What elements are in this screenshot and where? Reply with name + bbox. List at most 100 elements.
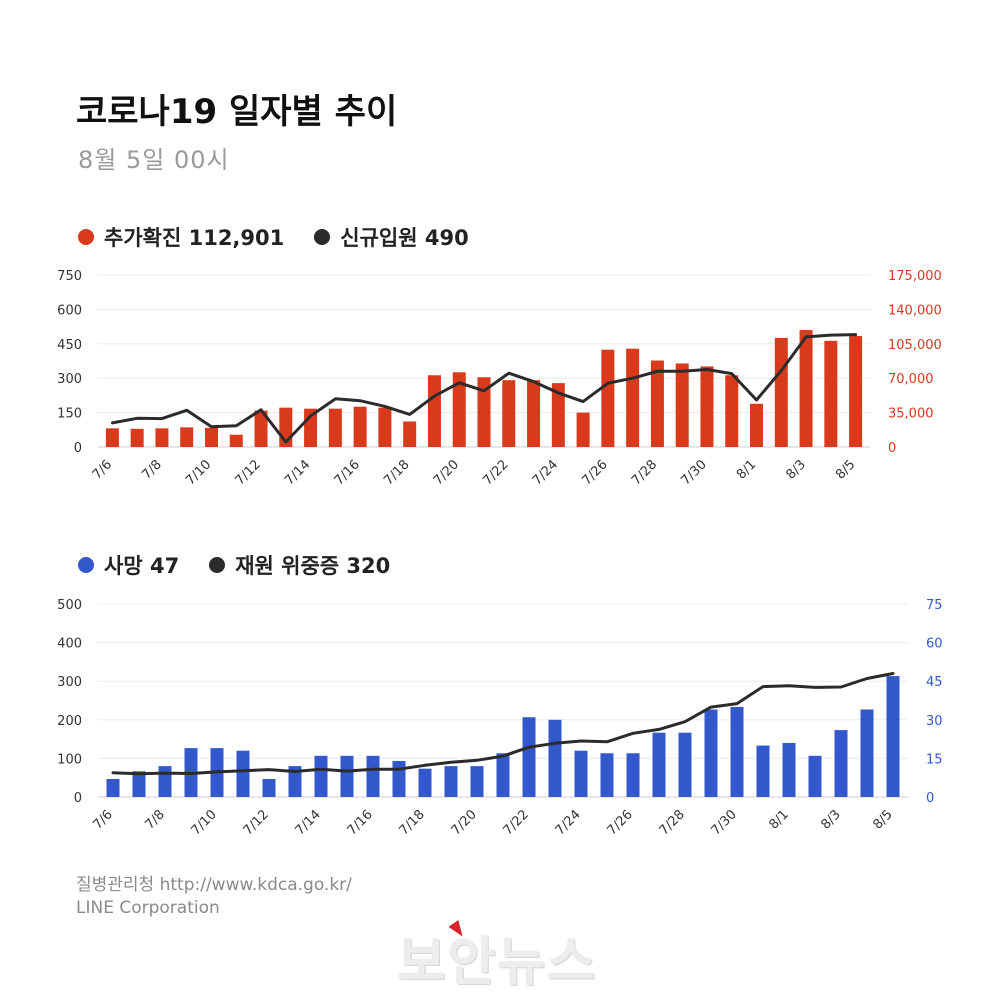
y-left-tick-label: 600 [57, 303, 82, 318]
bar-사망 [782, 742, 796, 797]
x-tick-label: 7/24 [553, 807, 584, 838]
bar-사망 [314, 755, 328, 797]
legend-dot-deaths [78, 557, 94, 573]
y-right-tick-label: 45 [926, 675, 943, 690]
y-left-tick-label: 400 [57, 637, 82, 652]
y-left-tick-label: 150 [57, 407, 82, 422]
bar-추가확진 [675, 363, 689, 447]
legend-label-hospitalized: 신규입원 490 [340, 226, 469, 250]
x-tick-label: 8/3 [783, 457, 808, 482]
x-tick-label: 8/1 [734, 457, 759, 482]
bar-사망 [262, 778, 276, 797]
x-tick-label: 7/28 [657, 807, 688, 838]
bar-사망 [756, 745, 770, 797]
x-tick-label: 7/8 [139, 457, 164, 482]
x-tick-label: 8/3 [818, 807, 843, 832]
bar-추가확진 [576, 412, 590, 447]
bar-추가확진 [502, 380, 516, 447]
bar-사망 [444, 766, 458, 797]
bar-사망 [600, 753, 614, 797]
bar-사망 [574, 750, 588, 797]
bar-추가확진 [403, 421, 417, 447]
y-right-tick-label: 105,000 [888, 338, 942, 353]
bar-추가확진 [725, 375, 739, 447]
watermark: 보안뉴스 [398, 933, 598, 993]
bar-추가확진 [626, 348, 640, 447]
bar-사망 [834, 730, 848, 797]
bar-사망 [158, 766, 172, 797]
y-left-tick-label: 0 [74, 791, 82, 806]
bar-추가확진 [180, 427, 194, 447]
x-tick-label: 7/14 [282, 457, 313, 488]
bar-사망 [522, 717, 536, 797]
y-right-tick-label: 35,000 [888, 407, 934, 422]
y-right-tick-label: 60 [926, 637, 943, 652]
x-tick-label: 8/5 [833, 457, 858, 482]
bar-사망 [340, 755, 354, 797]
x-tick-label: 7/26 [605, 807, 636, 838]
footer-source: 질병관리청 http://www.kdca.go.kr/ [76, 875, 352, 895]
bar-사망 [808, 755, 822, 797]
x-tick-label: 7/20 [431, 457, 462, 488]
bar-추가확진 [477, 377, 491, 447]
legend-label-confirmed: 추가확진 112,901 [104, 226, 285, 250]
bar-추가확진 [378, 407, 392, 447]
bar-추가확진 [824, 340, 838, 447]
legend-bottom: 사망 47 재원 위중증 320 [78, 550, 390, 580]
bar-추가확진 [849, 336, 863, 447]
footer-company: LINE Corporation [76, 898, 220, 918]
y-left-tick-label: 200 [57, 714, 82, 729]
legend-dot-hospitalized [314, 229, 331, 245]
x-tick-label: 7/8 [142, 807, 167, 832]
y-left-tick-label: 300 [57, 675, 82, 690]
bar-추가확진 [105, 428, 119, 447]
x-tick-label: 8/1 [766, 807, 791, 832]
bar-사망 [392, 760, 406, 797]
bar-추가확진 [155, 428, 169, 447]
bar-사망 [860, 709, 874, 797]
page-title: 코로나19 일자별 추이 [76, 92, 398, 132]
x-tick-label: 7/18 [397, 807, 428, 838]
x-tick-label: 8/5 [870, 807, 895, 832]
x-tick-label: 7/26 [579, 457, 610, 488]
x-tick-label: 7/30 [679, 457, 710, 488]
bar-사망 [626, 753, 640, 797]
legend-top: 추가확진 112,901 신규입원 490 [78, 222, 469, 252]
x-tick-label: 7/16 [332, 457, 363, 488]
legend-dot-confirmed [78, 229, 94, 245]
bar-사망 [886, 676, 900, 797]
bar-추가확진 [601, 349, 615, 447]
bar-사망 [366, 755, 380, 797]
x-tick-label: 7/10 [189, 807, 220, 838]
y-right-tick-label: 15 [926, 752, 943, 767]
y-left-tick-label: 300 [57, 372, 82, 387]
line-신규입원 [110, 333, 858, 444]
x-tick-label: 7/12 [241, 807, 272, 838]
bar-사망 [678, 732, 692, 797]
bar-추가확진 [427, 375, 441, 447]
y-right-tick-label: 0 [888, 441, 896, 456]
x-tick-label: 7/12 [233, 457, 264, 488]
bar-사망 [470, 766, 484, 797]
bar-사망 [730, 706, 744, 797]
bar-사망 [288, 766, 302, 797]
bar-추가확진 [328, 408, 342, 447]
bar-사망 [106, 778, 120, 797]
bar-추가확진 [130, 428, 144, 447]
y-right-tick-label: 0 [926, 791, 934, 806]
x-tick-label: 7/24 [530, 457, 561, 488]
x-tick-label: 7/20 [449, 807, 480, 838]
y-left-tick-label: 100 [57, 752, 82, 767]
x-tick-label: 7/28 [629, 457, 660, 488]
legend-label-deaths: 사망 47 [104, 554, 180, 578]
x-tick-label: 7/18 [381, 457, 412, 488]
y-right-tick-label: 70,000 [888, 372, 934, 387]
bar-추가확진 [650, 360, 664, 447]
legend-item-confirmed: 추가확진 112,901 [78, 222, 284, 252]
x-tick-label: 7/10 [183, 457, 214, 488]
bar-추가확진 [527, 380, 541, 447]
line-재원 위중증 [111, 672, 895, 776]
bar-추가확진 [353, 406, 367, 447]
bar-추가확진 [204, 427, 218, 447]
x-tick-label: 7/6 [90, 457, 115, 482]
